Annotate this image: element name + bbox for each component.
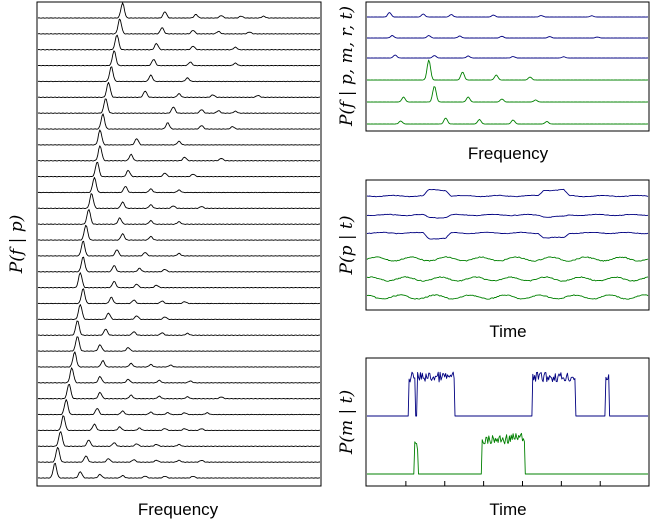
left-trace [37,193,320,210]
middle-right-ylabel: P(p | t) [337,216,357,276]
left-trace [37,129,321,146]
left-trace [37,383,321,400]
left-xlabel: Frequency [138,500,219,519]
left-trace [37,446,320,463]
middle-right-trace [366,294,649,300]
left-ylabel: P(f | p) [7,215,27,274]
bottom-right-traces [367,371,648,475]
middle-right-trace [366,256,649,262]
left-trace [37,50,321,67]
left-trace [37,240,321,257]
left-trace [37,431,321,447]
bottom-right-trace [367,371,648,417]
top-right-xlabel: Frequency [468,144,549,163]
left-trace [37,145,321,162]
left-trace [37,272,321,289]
middle-right-panel: P(p | t) Time [337,179,650,341]
top-right-trace [366,35,649,39]
left-axes-frame [36,1,322,487]
left-trace [37,336,321,352]
left-trace [37,367,321,384]
left-trace [37,66,320,83]
middle-right-traces [366,188,649,300]
top-right-ylabel: P(f | p, m, r, t) [337,6,357,127]
top-right-trace [366,86,649,103]
middle-right-trace [366,188,649,198]
bottom-right-trace [367,432,648,475]
left-trace [37,320,320,336]
left-traces [37,2,321,479]
top-right-trace [366,54,649,59]
left-trace [37,462,321,479]
left-trace [37,256,321,273]
left-trace [37,288,321,305]
middle-right-trace [366,213,649,219]
left-trace [37,399,320,416]
left-trace [37,415,321,432]
bottom-right-panel: P(m | t) Time [337,357,650,519]
top-right-trace [366,117,649,125]
left-trace [37,81,321,98]
top-right-panel: P(f | p, m, r, t) Frequency [337,1,650,163]
bottom-right-ylabel: P(m | t) [337,390,357,455]
left-trace [37,98,321,114]
middle-right-axes-frame [365,179,650,311]
left-trace [37,18,321,35]
left-trace [37,161,321,178]
left-trace [37,2,321,19]
left-trace [37,176,321,194]
bottom-right-ticks [405,481,601,486]
top-right-axes-frame [365,1,650,132]
left-trace [37,304,321,321]
top-right-traces [366,12,649,125]
bottom-right-xlabel: Time [489,500,526,519]
top-right-trace [366,59,649,81]
left-trace [37,113,321,130]
left-trace [37,209,321,225]
top-right-trace [366,12,649,18]
left-panel: P(f | p) Frequency [7,1,322,519]
middle-right-trace [366,276,649,282]
bottom-right-axes-frame [365,357,650,487]
left-trace [37,351,321,368]
left-trace [37,224,321,241]
middle-right-trace [366,231,649,240]
middle-right-xlabel: Time [489,322,526,341]
left-trace [37,34,321,51]
